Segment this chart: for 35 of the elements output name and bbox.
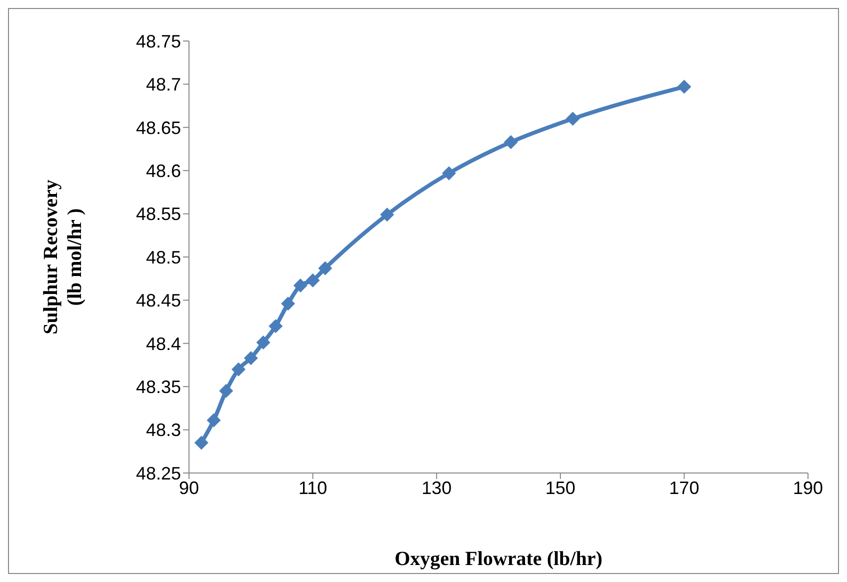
point [677, 80, 692, 94]
point [244, 351, 258, 366]
y-axis-title: Sulphur Recovery (lb mol/hr ) [40, 180, 86, 334]
point [194, 436, 208, 450]
y-tick-label: 48.6 [146, 160, 181, 181]
y-tick-label: 48.4 [146, 334, 181, 354]
x-tick-label: 110 [298, 478, 328, 498]
x-axis-title: Oxygen Flowrate (lb/hr) [394, 548, 602, 570]
y-tick-label: 48.35 [136, 376, 181, 397]
point [293, 278, 308, 293]
x-tick-label: 190 [792, 478, 824, 498]
x-tick-label: 130 [422, 478, 452, 498]
point [281, 296, 296, 311]
point [232, 362, 246, 376]
y-tick-label: 48.3 [146, 420, 181, 440]
y-tick-label: 48.7 [146, 74, 181, 95]
y-tick-label: 48.45 [136, 290, 181, 311]
x-tick-label: 90 [178, 478, 200, 498]
x-tick-label: 150 [545, 478, 576, 498]
y-tick-label: 48.55 [136, 204, 181, 224]
point [219, 384, 234, 398]
point [504, 135, 518, 150]
y-tick-label: 48.75 [136, 31, 181, 52]
point [306, 273, 320, 288]
point [380, 208, 394, 222]
y-tick-label: 48.25 [136, 463, 181, 484]
point [206, 413, 221, 428]
point [566, 112, 580, 126]
y-tick-label: 48.65 [136, 118, 181, 138]
y-tick-label: 48.5 [146, 247, 181, 268]
point [256, 336, 270, 350]
point [318, 261, 332, 276]
point [442, 166, 456, 180]
x-tick-label: 170 [669, 478, 700, 498]
point [268, 319, 283, 334]
